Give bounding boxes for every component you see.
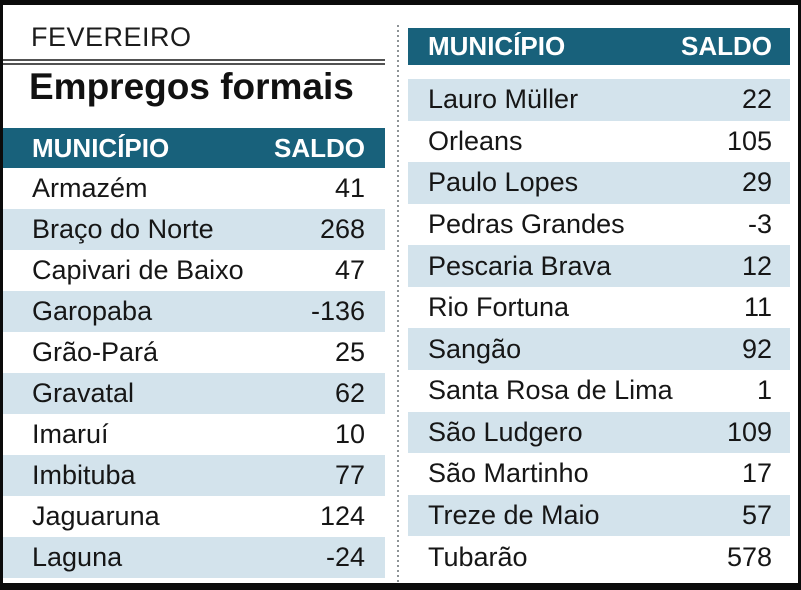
table-row: Tubarão 578 (408, 536, 790, 578)
row-municipality: Grão-Pará (32, 337, 159, 367)
table-row: Capivari de Baixo 47 (3, 250, 385, 291)
row-balance: 17 (741, 458, 772, 489)
row-municipality: São Martinho (428, 458, 589, 489)
left-column-municipio-label: MUNICÍPIO (32, 132, 170, 163)
frame-top-bar (0, 0, 801, 5)
row-balance: 41 (334, 173, 365, 203)
row-balance: 92 (741, 333, 772, 364)
right-column-saldo-label: SALDO (681, 31, 772, 61)
row-balance: 105 (726, 125, 772, 156)
table-row: Rio Fortuna 11 (408, 286, 790, 329)
month-label: FEVEREIRO (31, 22, 192, 52)
table-row: Lauro Müller 22 (408, 79, 790, 121)
table-row: Santa Rosa de Lima 1 (408, 370, 790, 412)
row-balance: -24 (325, 542, 365, 572)
row-balance: 1 (756, 375, 772, 406)
dotted-column-divider (397, 25, 399, 583)
table-row: Laguna -24 (3, 537, 385, 578)
table-row: São Ludgero 109 (408, 411, 790, 454)
table-row: Imaruí 10 (3, 414, 385, 455)
right-table-rows: Lauro Müller 22 Orleans 105 Paulo Lopes … (408, 79, 790, 578)
row-municipality: Treze de Maio (428, 500, 600, 531)
row-balance: 10 (334, 419, 365, 449)
row-municipality: Imbituba (32, 460, 136, 490)
left-table-rows: Armazém 41 Braço do Norte 268 Capivari d… (3, 168, 385, 578)
row-balance: 29 (741, 167, 772, 198)
table-row: Jaguaruna 124 (3, 496, 385, 537)
row-municipality: Imaruí (32, 419, 109, 449)
row-municipality: Sangão (428, 333, 522, 364)
row-balance: 47 (334, 255, 365, 285)
table-row: Garopaba -136 (3, 291, 385, 332)
table-row: Armazém 41 (3, 168, 385, 209)
left-column-saldo-label: SALDO (274, 132, 365, 163)
row-balance: 12 (741, 250, 772, 281)
row-balance: 124 (319, 501, 365, 531)
table-row: São Martinho 17 (408, 453, 790, 495)
row-balance: -3 (747, 209, 772, 240)
row-municipality: Rio Fortuna (428, 292, 570, 323)
row-balance: 62 (334, 378, 365, 408)
row-municipality: Santa Rosa de Lima (428, 375, 673, 406)
table-row: Grão-Pará 25 (3, 332, 385, 373)
row-municipality: Jaguaruna (32, 501, 160, 531)
row-balance: 25 (334, 337, 365, 367)
row-balance: 578 (726, 541, 772, 572)
row-balance: 11 (743, 292, 772, 323)
table-row: Braço do Norte 268 (3, 209, 385, 250)
frame-bottom-bar (0, 583, 801, 590)
table-row: Treze de Maio 57 (408, 494, 790, 537)
row-municipality: Braço do Norte (32, 214, 214, 244)
page-title: Empregos formais (29, 66, 354, 107)
row-balance: 22 (741, 84, 772, 115)
row-balance: 77 (334, 460, 365, 490)
table-row: Pescaria Brava 12 (408, 245, 790, 287)
row-municipality: Pedras Grandes (428, 209, 625, 240)
row-municipality: Lauro Müller (428, 84, 579, 115)
left-table-header: MUNICÍPIO SALDO (3, 128, 385, 168)
right-column-municipio-label: MUNICÍPIO (428, 31, 566, 61)
row-municipality: Paulo Lopes (428, 167, 579, 198)
row-municipality: Pescaria Brava (428, 250, 612, 281)
row-municipality: Capivari de Baixo (32, 255, 244, 285)
frame-right-bar (798, 0, 801, 590)
frame-left-bar (0, 0, 3, 590)
row-municipality: Orleans (428, 125, 523, 156)
row-municipality: Garopaba (32, 296, 153, 326)
row-municipality: São Ludgero (428, 416, 583, 447)
table-row: Paulo Lopes 29 (408, 162, 790, 204)
row-municipality: Armazém (32, 173, 148, 203)
row-municipality: Laguna (32, 542, 123, 572)
table-row: Gravatal 62 (3, 373, 385, 414)
row-balance: 268 (319, 214, 365, 244)
row-balance: -136 (310, 296, 365, 326)
row-balance: 109 (726, 416, 772, 447)
row-municipality: Gravatal (32, 378, 135, 408)
table-row: Orleans 105 (408, 120, 790, 163)
table-row: Imbituba 77 (3, 455, 385, 496)
row-municipality: Tubarão (428, 541, 528, 572)
right-table-header: MUNICÍPIO SALDO (408, 28, 790, 65)
table-row: Sangão 92 (408, 328, 790, 371)
double-rule-divider (3, 59, 385, 65)
table-row: Pedras Grandes -3 (408, 203, 790, 246)
row-balance: 57 (741, 500, 772, 531)
